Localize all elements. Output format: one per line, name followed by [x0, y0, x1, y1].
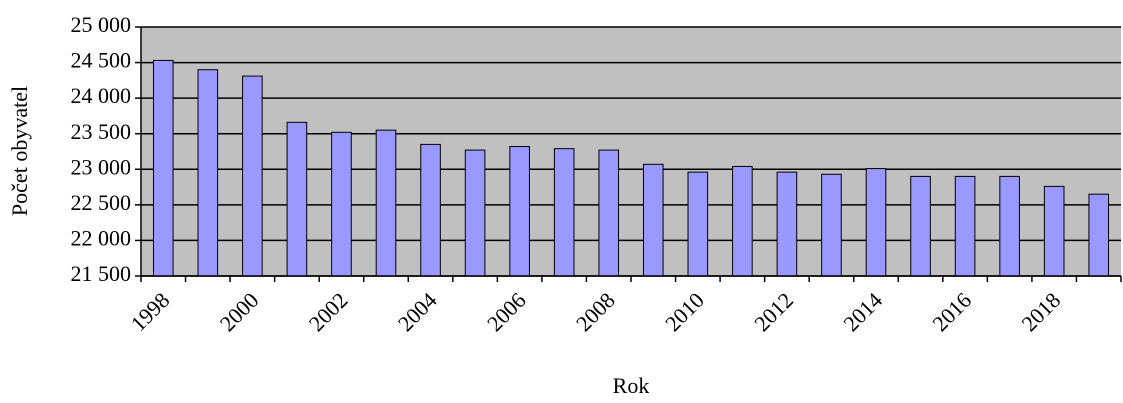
bar	[420, 143, 441, 277]
y-tick-label: 22 000	[71, 225, 132, 250]
x-tick-label: 2004	[393, 287, 442, 336]
y-tick-label: 23 000	[71, 154, 132, 179]
bar	[242, 75, 263, 277]
x-tick-label: 2010	[660, 287, 709, 336]
bar	[910, 175, 931, 277]
y-tick-label: 22 500	[71, 190, 132, 215]
bar	[286, 121, 308, 277]
bar	[732, 165, 753, 277]
bar	[1088, 193, 1110, 277]
bar	[553, 148, 575, 277]
bar	[509, 146, 530, 277]
x-tick-label: 2012	[749, 287, 798, 336]
x-tick-label: 2014	[838, 287, 887, 336]
y-tick-label: 21 500	[71, 261, 132, 286]
bar	[152, 59, 174, 277]
bar	[375, 129, 397, 277]
y-tick-label: 24 500	[71, 48, 132, 73]
bar	[331, 131, 352, 277]
x-tick-label: 1998	[126, 287, 175, 336]
bar	[865, 168, 887, 277]
y-tick-label: 23 500	[71, 119, 132, 144]
x-tick-label: 2000	[215, 287, 264, 336]
x-axis-label: Rok	[613, 373, 650, 398]
bar	[197, 69, 219, 277]
bar	[464, 149, 486, 277]
y-tick-label: 24 000	[71, 83, 132, 108]
y-tick-label: 25 000	[71, 12, 132, 37]
bar	[954, 175, 976, 277]
x-tick-label: 2018	[1016, 287, 1065, 336]
bar	[821, 173, 842, 277]
bar	[598, 149, 620, 277]
bar	[642, 163, 664, 277]
x-tick-label: 2006	[482, 287, 531, 336]
x-tick-label: 2016	[927, 287, 976, 336]
y-axis-label: Počet obyvatel	[7, 86, 32, 216]
bar	[1043, 185, 1065, 277]
x-tick-label: 2002	[304, 287, 353, 336]
bar	[776, 171, 798, 277]
bar	[687, 171, 709, 277]
bar	[999, 175, 1020, 277]
x-tick-label: 2008	[571, 287, 620, 336]
